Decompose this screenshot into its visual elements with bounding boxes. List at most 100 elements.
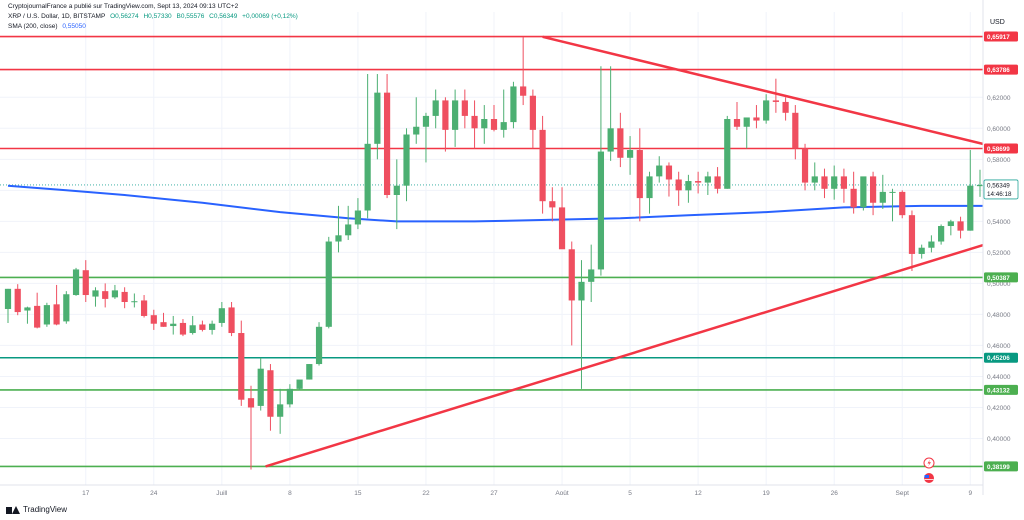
candle-body xyxy=(821,176,828,189)
currency-label: USD xyxy=(990,19,1005,26)
candle xyxy=(714,167,721,194)
candle xyxy=(724,115,731,189)
candle xyxy=(247,385,255,470)
price-tick-label: 0,60000 xyxy=(987,126,1011,133)
level-price-tag xyxy=(984,272,1018,283)
candle-body xyxy=(724,119,731,189)
candle-body xyxy=(782,101,789,113)
candle xyxy=(335,205,342,253)
candle xyxy=(53,284,60,326)
time-tick-label: 22 xyxy=(422,490,430,497)
candle xyxy=(14,284,21,316)
time-tick-label: 27 xyxy=(490,490,498,497)
trendline xyxy=(265,240,995,468)
candle-body xyxy=(646,176,653,199)
candle xyxy=(695,171,702,194)
candle xyxy=(967,150,974,231)
candle xyxy=(199,320,206,332)
attribution-text: CryptojournalFrance a publié sur Trading… xyxy=(8,3,239,10)
candle-body xyxy=(568,249,575,301)
candle-body xyxy=(578,281,585,301)
candle xyxy=(257,357,264,411)
bar-countdown-label: 14:46:18 xyxy=(987,191,1012,198)
candle xyxy=(588,244,595,303)
candle-body xyxy=(695,181,702,183)
tradingview-footer[interactable]: TradingView xyxy=(6,505,67,514)
candle xyxy=(393,159,400,230)
candle-body xyxy=(461,100,468,116)
level-price-label: 0,50387 xyxy=(987,275,1010,282)
candle xyxy=(238,320,245,406)
last-price-label: 0,56349 xyxy=(987,182,1010,189)
price-tick-label: 0,44000 xyxy=(987,374,1011,381)
candle xyxy=(763,94,770,124)
level-price-tag xyxy=(984,461,1018,472)
candle xyxy=(72,267,80,296)
candle-body xyxy=(315,326,323,365)
event-lightning-icon xyxy=(923,457,935,469)
candle-body xyxy=(636,150,643,199)
candle xyxy=(549,187,556,222)
candle xyxy=(286,384,293,408)
candle-body xyxy=(267,370,274,417)
level-price-tag xyxy=(984,64,1018,75)
candle-body xyxy=(345,224,352,236)
candle-body xyxy=(908,215,916,254)
candle-body xyxy=(947,221,954,227)
candle xyxy=(277,388,284,434)
candle xyxy=(539,115,546,214)
candle-body xyxy=(286,388,293,405)
time-tick-label: 15 xyxy=(354,490,362,497)
candle xyxy=(354,198,362,230)
candle-body xyxy=(383,92,391,195)
tradingview-brand: TradingView xyxy=(23,505,68,514)
candle-body xyxy=(490,119,498,130)
level-price-tag xyxy=(984,31,1018,42)
price-tick-label: 0,62000 xyxy=(987,95,1011,102)
candle-body xyxy=(257,368,264,406)
candle xyxy=(685,174,692,203)
last-price-tag xyxy=(983,179,1019,200)
candle-body xyxy=(889,191,896,193)
tradingview-logo-icon xyxy=(6,505,20,514)
candle-body xyxy=(131,301,138,303)
candle xyxy=(938,224,945,245)
time-tick-label: 5 xyxy=(628,490,632,497)
candle xyxy=(801,143,809,191)
candle-body xyxy=(442,100,449,130)
candle-body xyxy=(899,191,906,216)
candle xyxy=(24,306,31,324)
candle-body xyxy=(189,325,196,334)
candle xyxy=(383,74,391,199)
candle xyxy=(413,97,420,144)
candle xyxy=(82,260,89,303)
candle xyxy=(471,100,478,149)
open-value: O0,56274 xyxy=(110,13,139,20)
candle xyxy=(869,171,877,216)
sma-200-line xyxy=(7,184,990,223)
candle xyxy=(597,66,605,276)
level-price-label: 0,38199 xyxy=(987,464,1010,471)
candle-body xyxy=(354,210,362,225)
candle xyxy=(160,312,167,327)
price-tick-label: 0,40000 xyxy=(987,436,1011,443)
candle-body xyxy=(733,119,741,127)
sma-value: 0,55050 xyxy=(62,23,86,30)
level-price-label: 0,45206 xyxy=(987,355,1010,362)
price-tick-label: 0,54000 xyxy=(987,219,1011,226)
candle-body xyxy=(432,100,439,116)
trendline xyxy=(542,35,1024,156)
sma-legend: SMA (200, close) 0,55050 xyxy=(8,23,89,30)
candle-body xyxy=(374,92,381,144)
candle-body xyxy=(510,86,517,123)
candle xyxy=(753,105,760,129)
candle xyxy=(831,165,838,200)
candle-body xyxy=(170,323,177,327)
close-value: C0,56349 xyxy=(209,13,238,20)
candle xyxy=(315,322,323,366)
candle xyxy=(947,219,954,236)
candle-body xyxy=(685,181,692,191)
candle-body xyxy=(102,291,109,299)
